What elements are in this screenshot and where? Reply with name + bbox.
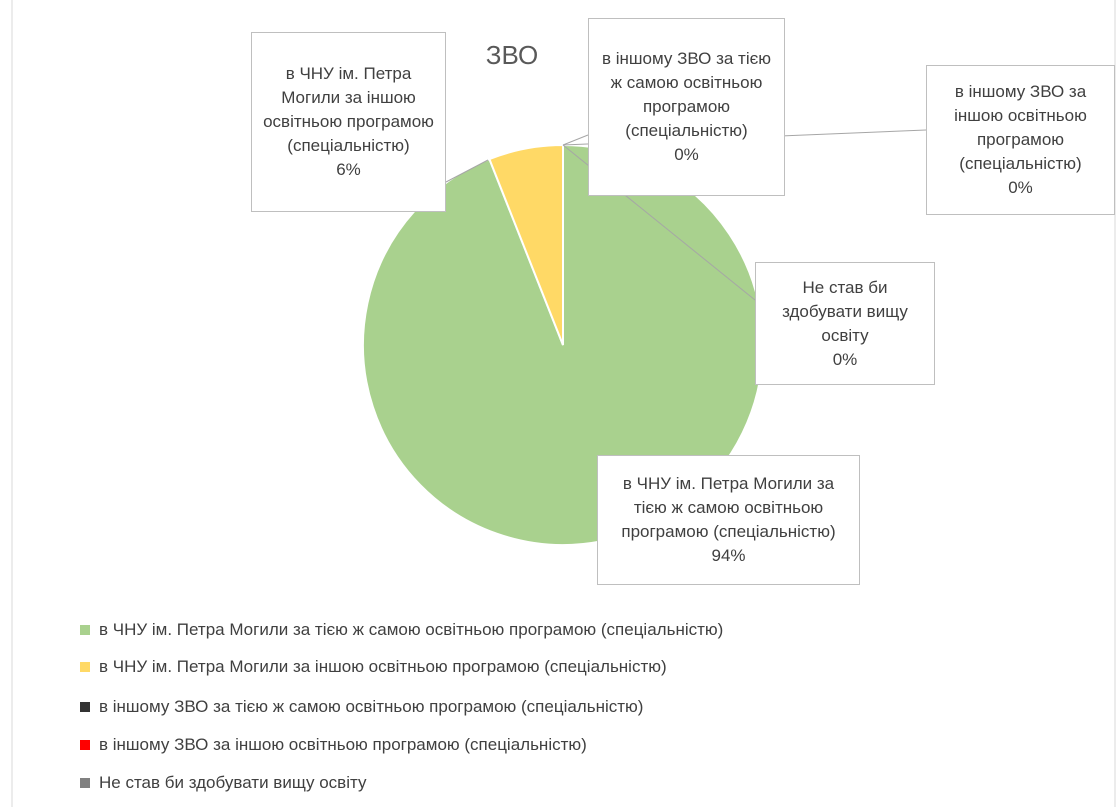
legend-item: в іншому ЗВО за іншою освітньою програмо… — [80, 733, 587, 757]
data-label: в іншому ЗВО за іншою освітньою програмо… — [926, 65, 1115, 215]
legend-label: Не став би здобувати вищу освіту — [99, 773, 367, 792]
data-label-category: в іншому ЗВО за тією ж самою освітньою п… — [601, 49, 772, 140]
chart-title: ЗВО — [486, 40, 538, 70]
data-label-value: 6% — [336, 160, 361, 179]
data-label-category: Не став би здобувати вищу освіту — [782, 277, 908, 345]
data-label-value: 94% — [711, 546, 746, 565]
data-label-category: в іншому ЗВО за іншою освітньою програмо… — [954, 82, 1087, 173]
legend-item: в ЧНУ ім. Петра Могили за іншою освітньо… — [80, 655, 667, 679]
data-label: в іншому ЗВО за тією ж самою освітньою п… — [588, 18, 785, 196]
legend-swatch — [80, 662, 90, 672]
data-label-value: 0% — [674, 145, 699, 164]
data-label: в ЧНУ ім. Петра Могили за іншою освітньо… — [251, 32, 446, 212]
pie — [362, 143, 764, 546]
legend-swatch — [80, 702, 90, 712]
data-label-category: в ЧНУ ім. Петра Могили за іншою освітньо… — [263, 64, 434, 155]
legend-label: в іншому ЗВО за тією ж самою освітньою п… — [99, 697, 644, 716]
data-label-value: 0% — [832, 349, 858, 369]
data-label-value: 0% — [1008, 178, 1033, 197]
legend-label: в ЧНУ ім. Петра Могили за іншою освітньо… — [99, 657, 667, 676]
legend-item: Не став би здобувати вищу освіту — [80, 771, 366, 795]
data-label-category: в ЧНУ ім. Петра Могили за тією ж самою о… — [621, 474, 836, 541]
leader-line — [562, 134, 589, 146]
data-label: Не став би здобувати вищу освіту 0% — [755, 262, 935, 385]
legend-label: в іншому ЗВО за іншою освітньою програмо… — [99, 735, 587, 754]
legend-label: в ЧНУ ім. Петра Могили за тією ж самою о… — [99, 620, 724, 639]
legend-swatch — [80, 740, 90, 750]
legend-swatch — [80, 778, 90, 788]
legend-item: в іншому ЗВО за тією ж самою освітньою п… — [80, 695, 643, 719]
leader-line — [445, 159, 489, 183]
legend-item: в ЧНУ ім. Петра Могили за тією ж самою о… — [80, 618, 723, 642]
legend-swatch — [80, 625, 90, 635]
data-label: в ЧНУ ім. Петра Могили за тією ж самою о… — [597, 455, 860, 585]
